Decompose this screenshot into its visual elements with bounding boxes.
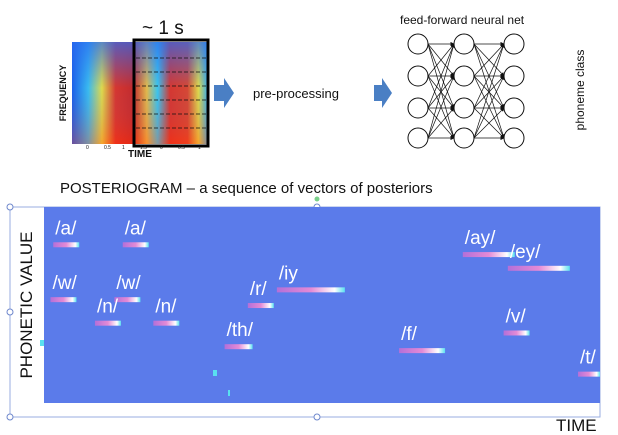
analysis-window bbox=[132, 38, 210, 148]
posterior-segment bbox=[122, 242, 149, 248]
posterior-segment bbox=[276, 287, 345, 293]
posterior-segment bbox=[94, 320, 121, 326]
posteriogram-y-label: PHONETIC VALUE bbox=[17, 231, 36, 378]
posterior-segment bbox=[462, 252, 515, 258]
posterior-marker bbox=[228, 390, 230, 396]
network-node bbox=[407, 65, 429, 87]
posterior-segment bbox=[50, 297, 77, 303]
phoneme-label: /ay/ bbox=[465, 228, 496, 249]
tick-label: 0 bbox=[160, 145, 163, 151]
posterior-marker bbox=[40, 340, 44, 346]
output-label: phoneme class bbox=[573, 50, 587, 131]
network-node bbox=[453, 33, 475, 55]
phoneme-label: /th/ bbox=[227, 320, 254, 341]
tick-label: 1 bbox=[198, 145, 201, 151]
posterior-segment bbox=[399, 348, 446, 354]
network-edge bbox=[473, 43, 505, 109]
network-edge bbox=[427, 43, 456, 139]
posterior-segment bbox=[53, 242, 80, 248]
phoneme-label: /a/ bbox=[125, 218, 147, 239]
posteriogram-title: POSTERIOGRAM – a sequence of vectors of … bbox=[60, 180, 433, 197]
spectrogram-x-label: TIME bbox=[128, 149, 152, 160]
phoneme-label: /r/ bbox=[250, 279, 268, 300]
phoneme-label: /n/ bbox=[155, 297, 177, 318]
posterior-segment bbox=[224, 344, 253, 350]
network-node bbox=[453, 127, 475, 149]
network-node bbox=[503, 127, 525, 149]
tick-label: 0.5 bbox=[104, 145, 111, 151]
posterior-segment bbox=[153, 320, 180, 326]
posterior-segments bbox=[50, 242, 600, 377]
posterior-segment bbox=[247, 303, 274, 309]
network-node bbox=[503, 97, 525, 119]
resize-handle bbox=[6, 413, 14, 421]
posterior-segment bbox=[507, 265, 570, 271]
network-edge bbox=[427, 75, 455, 139]
network-title: feed-forward neural net bbox=[400, 13, 525, 27]
spectrogram-y-label: FREQUENCY bbox=[58, 65, 68, 122]
phoneme-label: /w/ bbox=[52, 273, 77, 294]
tick-label: 1 bbox=[122, 145, 125, 151]
network-edge bbox=[427, 43, 455, 77]
network-node bbox=[453, 97, 475, 119]
network-nodes bbox=[407, 33, 525, 149]
network-node bbox=[503, 65, 525, 87]
network-node bbox=[453, 65, 475, 87]
resize-handle bbox=[6, 203, 14, 211]
posteriogram-area bbox=[44, 207, 600, 403]
arrow-to-network bbox=[374, 78, 392, 108]
spectrogram-shading bbox=[72, 42, 208, 144]
phoneme-label: /f/ bbox=[401, 324, 418, 345]
phoneme-label: /v/ bbox=[506, 306, 527, 327]
network-edge bbox=[473, 75, 505, 139]
network-node bbox=[503, 33, 525, 55]
network-node bbox=[407, 33, 429, 55]
resize-handle bbox=[313, 413, 321, 421]
spectrogram-ticks: 0 0.5 1 1.5 0 0.5 1 bbox=[86, 145, 201, 151]
posteriogram-x-label: TIME bbox=[556, 416, 597, 435]
arrow-to-preprocessing bbox=[214, 78, 234, 108]
phoneme-label: /w/ bbox=[116, 273, 141, 294]
phoneme-label: /t/ bbox=[580, 348, 597, 369]
posterior-marker bbox=[213, 370, 217, 376]
rotate-handle bbox=[314, 196, 320, 202]
network-node bbox=[407, 127, 429, 149]
tick-label: 1.5 bbox=[140, 145, 147, 151]
resize-handle bbox=[6, 308, 14, 316]
window-duration-label: ~ 1 s bbox=[142, 18, 184, 39]
posterior-segment bbox=[578, 371, 600, 377]
block-arrow-icon bbox=[214, 78, 234, 108]
phoneme-label: /iy bbox=[279, 263, 299, 284]
posterior-segment bbox=[114, 297, 141, 303]
network-edge bbox=[473, 43, 505, 139]
network-edge bbox=[427, 107, 455, 139]
phoneme-labels: /a/ /a/ /w/ /w/ /n/ /n/ /th/ /r/ /iy/f/ /ay/ /ey/ /… bbox=[52, 218, 596, 368]
phoneme-label: /n/ bbox=[97, 297, 119, 318]
network-edge bbox=[473, 107, 505, 139]
phoneme-label: /ey/ bbox=[510, 242, 541, 263]
preprocessing-label: pre-processing bbox=[253, 86, 339, 101]
spectrogram: ~ 1 s FREQUENCY TIME 0 0.5 1 1.5 0 0.5 1 bbox=[58, 18, 210, 160]
network-edges bbox=[427, 41, 505, 141]
tick-label: 0.5 bbox=[178, 145, 185, 151]
network-node bbox=[407, 97, 429, 119]
block-arrow-icon bbox=[374, 78, 392, 108]
tick-label: 0 bbox=[86, 145, 89, 151]
network-edge bbox=[427, 43, 455, 109]
network-edge bbox=[473, 43, 505, 77]
posterior-segment bbox=[503, 330, 530, 336]
phoneme-label: /a/ bbox=[55, 218, 77, 239]
